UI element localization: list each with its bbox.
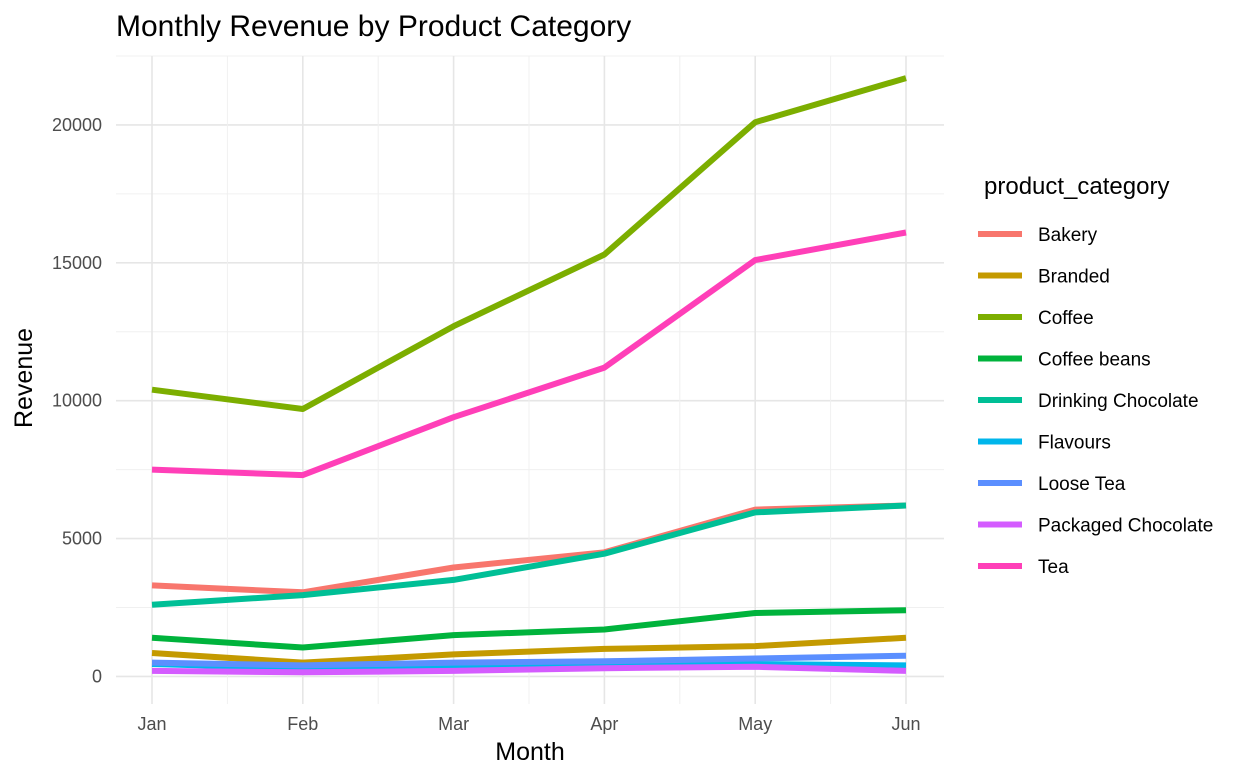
series-line-coffee-beans [151,607,907,651]
x-axis-title: Month [495,738,564,766]
legend-label-coffee-beans: Coffee beans [1038,350,1151,371]
series-line-branded [151,634,907,666]
x-tick-label: Jun [891,714,920,734]
y-axis-title: Revenue [10,328,38,428]
series-line-loose-tea [151,652,907,669]
chart-title: Monthly Revenue by Product Category [116,10,631,43]
legend: product_category Bakery Branded Coffee Coff… [978,173,1213,578]
series-line-coffee [151,75,907,412]
y-axis-ticks: 0 5000 10000 15000 20000 [52,115,102,686]
y-tick-label: 0 [92,666,102,686]
x-tick-label: May [738,714,772,734]
y-tick-label: 5000 [62,529,102,549]
legend-label-flavours: Flavours [1038,433,1111,454]
legend-label-drinking-chocolate: Drinking Chocolate [1038,391,1199,412]
x-tick-label: Jan [137,714,166,734]
y-tick-label: 15000 [52,253,102,273]
series-line-packaged-chocolate [151,663,907,676]
y-tick-label: 10000 [52,391,102,411]
legend-label-bakery: Bakery [1038,225,1098,246]
x-axis-ticks: Jan Feb Mar Apr May Jun [137,714,920,734]
x-tick-label: Feb [287,714,318,734]
legend-label-tea: Tea [1038,557,1069,578]
legend-label-branded: Branded [1038,267,1110,288]
x-tick-label: Apr [590,714,618,734]
legend-title: product_category [984,173,1169,200]
legend-label-packaged-chocolate: Packaged Chocolate [1038,516,1213,537]
legend-label-loose-tea: Loose Tea [1038,474,1126,495]
series-line-drinking-chocolate [151,502,907,608]
x-tick-label: Mar [438,714,469,734]
grid [116,55,944,704]
legend-label-coffee: Coffee [1038,308,1094,329]
series-line-tea [151,229,907,479]
y-tick-label: 20000 [52,115,102,135]
series-lines [151,75,907,676]
